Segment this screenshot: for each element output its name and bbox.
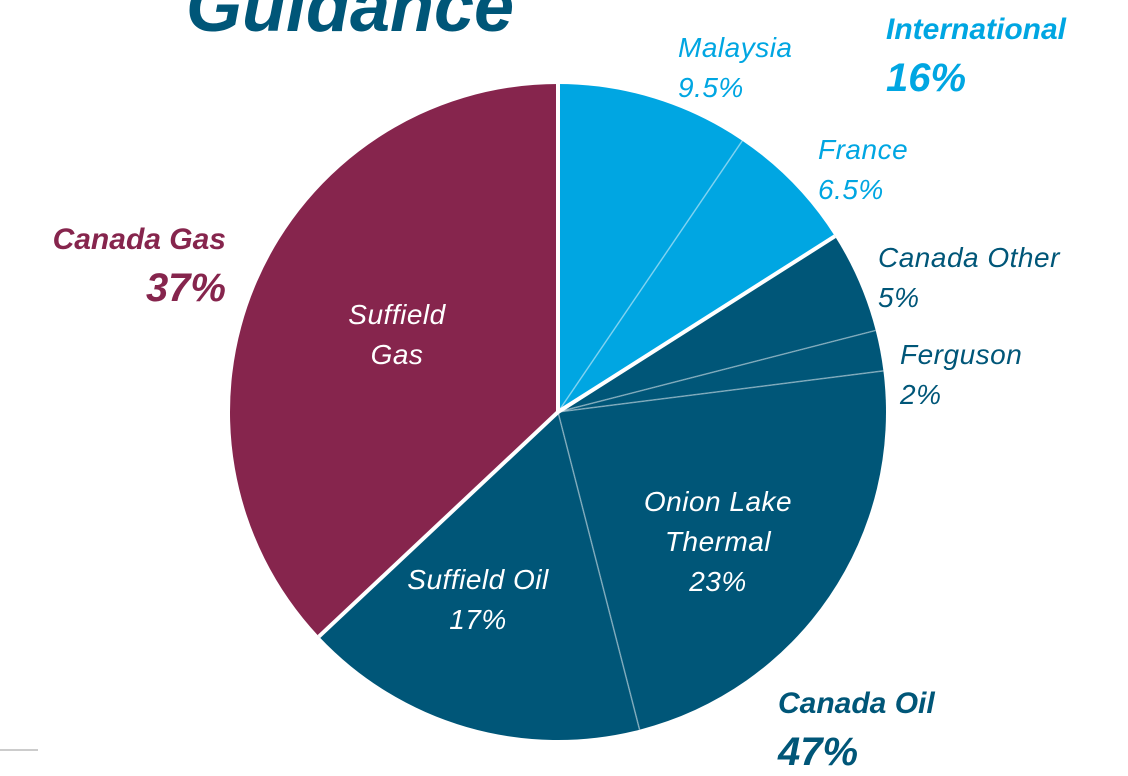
group-name: Canada Gas bbox=[52, 223, 226, 256]
slice-divider bbox=[557, 411, 641, 730]
group-value: 37% bbox=[145, 266, 226, 310]
group-label: Canada Oil 47% bbox=[778, 680, 1008, 776]
slice-label: France 6.5% bbox=[818, 130, 1018, 210]
slice-value: 5% bbox=[878, 282, 920, 313]
group-value: 47% bbox=[778, 730, 859, 774]
pie-slice bbox=[230, 84, 558, 637]
slice-value: 23% bbox=[689, 566, 747, 597]
chart-title: Guidance bbox=[186, 0, 515, 47]
slice-label: Malaysia 9.5% bbox=[678, 28, 878, 108]
group-name: International bbox=[886, 13, 1067, 46]
group-name: Canada Oil bbox=[778, 687, 935, 720]
slice-divider bbox=[557, 370, 884, 413]
group-label: International 16% bbox=[886, 6, 1116, 102]
slice-name: Onion Lake Thermal bbox=[643, 486, 793, 557]
slice-value: 9.5% bbox=[678, 72, 744, 103]
slice-name: Suffield Gas bbox=[348, 299, 446, 370]
pie-slice bbox=[558, 236, 876, 412]
slice-name: Ferguson bbox=[900, 339, 1023, 370]
pie-slice bbox=[558, 140, 835, 412]
slice-value: 2% bbox=[900, 379, 942, 410]
group-label: Canada Gas 37% bbox=[0, 216, 226, 312]
slice-name: Suffield Oil bbox=[407, 564, 549, 595]
slice-value: 17% bbox=[449, 604, 507, 635]
pie-slice bbox=[558, 370, 886, 730]
group-value: 16% bbox=[886, 56, 967, 100]
slice-label: Canada Other 5% bbox=[878, 238, 1118, 318]
group-divider bbox=[556, 234, 837, 414]
slice-label: Ferguson 2% bbox=[900, 335, 1100, 415]
slice-name: Canada Other bbox=[878, 242, 1060, 273]
pie-slice bbox=[558, 84, 743, 412]
group-divider bbox=[317, 410, 560, 638]
pie-slice bbox=[318, 412, 640, 740]
slice-name: France bbox=[818, 134, 909, 165]
slice-label: Suffield Oil 17% bbox=[378, 560, 578, 640]
slice-divider bbox=[557, 140, 743, 413]
slice-name: Malaysia bbox=[678, 32, 793, 63]
slice-label: Onion Lake Thermal 23% bbox=[628, 482, 808, 602]
slice-label: Suffield Gas bbox=[332, 295, 462, 375]
slice-divider bbox=[557, 329, 876, 413]
pie-slice bbox=[558, 330, 884, 412]
slice-value: 6.5% bbox=[818, 174, 884, 205]
